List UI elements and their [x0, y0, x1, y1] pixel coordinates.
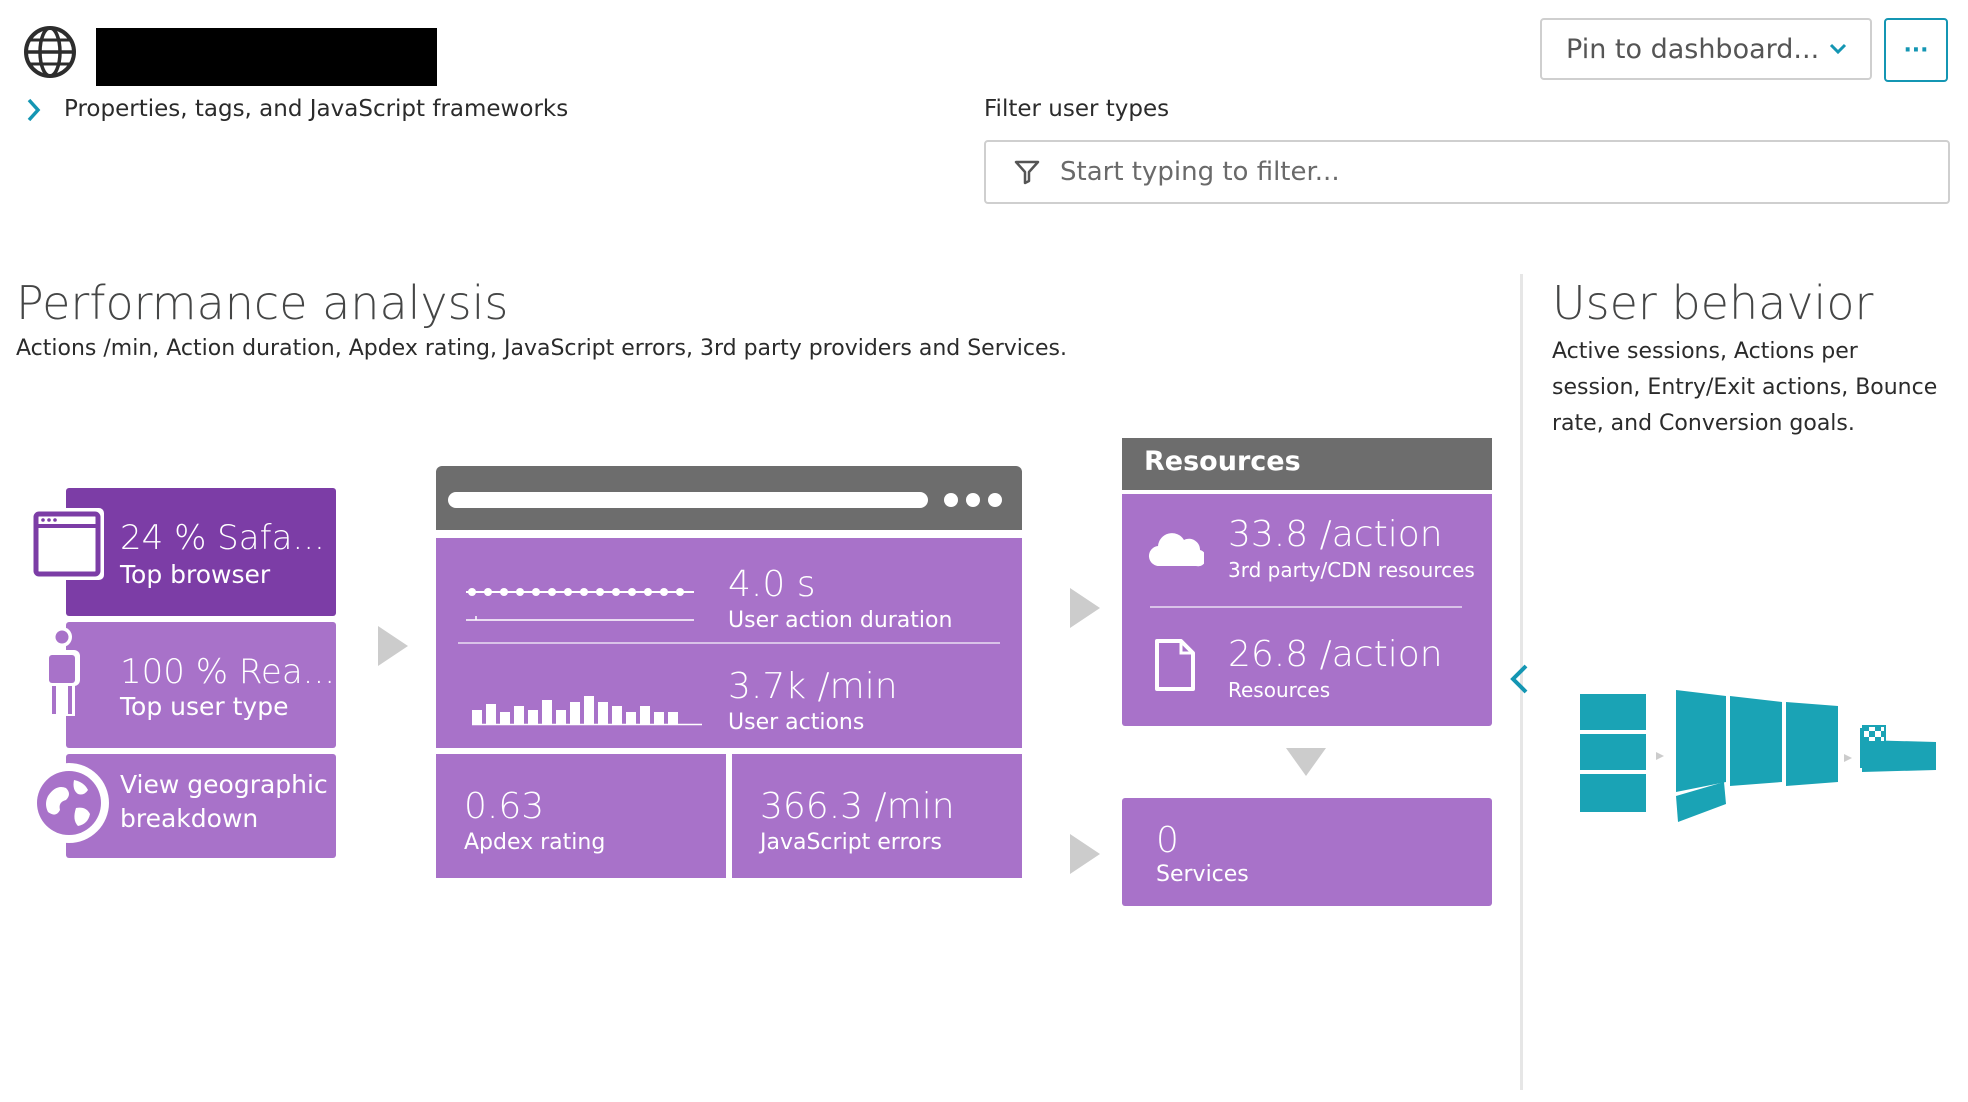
js-errors-value: 366.3 /min	[760, 786, 955, 827]
chevron-down-icon	[1829, 43, 1847, 55]
flow-arrow-3	[1070, 834, 1100, 874]
pin-to-dashboard-dropdown[interactable]: Pin to dashboard...	[1540, 18, 1872, 80]
panel-separator	[458, 642, 1000, 644]
top-browser-tile[interactable]: 24 % Safa... Top browser	[66, 488, 336, 616]
user-behavior-funnel-graphic[interactable]	[1576, 682, 1942, 832]
browser-url-bar	[448, 492, 928, 508]
browser-dot	[988, 493, 1002, 507]
checkered-flag-icon	[1860, 725, 1886, 768]
top-user-type-value: 100 % Rea...	[120, 652, 336, 692]
redacted-app-name	[96, 28, 437, 86]
document-icon	[1155, 639, 1195, 691]
user-actions-label: User actions	[728, 710, 865, 735]
services-value: 0	[1156, 820, 1179, 861]
more-options-label: ···	[1903, 37, 1929, 63]
filter-input[interactable]	[1058, 156, 1948, 188]
top-browser-label: Top browser	[120, 560, 271, 589]
flow-arrow-1	[378, 626, 408, 666]
third-party-label: 3rd party/CDN resources	[1228, 558, 1475, 582]
javascript-errors-tile[interactable]: 366.3 /min JavaScript errors	[732, 754, 1022, 878]
resources-header: Resources	[1122, 438, 1492, 490]
world-globe-icon	[29, 763, 109, 843]
filter-user-types-label: Filter user types	[984, 96, 1170, 122]
services-label: Services	[1156, 862, 1249, 887]
resources-separator	[1150, 606, 1462, 608]
more-options-button[interactable]: ···	[1884, 18, 1948, 82]
chevron-right-icon[interactable]	[24, 96, 44, 124]
duration-sparkline	[466, 588, 694, 621]
services-tile[interactable]: 0 Services	[1122, 798, 1492, 906]
top-user-type-label: Top user type	[120, 692, 289, 721]
apdex-label: Apdex rating	[464, 830, 606, 855]
user-behavior-description: Active sessions, Actions per session, En…	[1552, 339, 1938, 436]
action-duration-label: User action duration	[728, 608, 953, 633]
js-errors-label: JavaScript errors	[760, 830, 942, 855]
action-duration-value: 4.0 s	[728, 564, 816, 605]
geo-line-2: breakdown	[120, 804, 259, 833]
browser-window-icon	[30, 508, 104, 580]
top-user-type-tile[interactable]: 100 % Rea... Top user type	[66, 622, 336, 748]
filter-icon	[1014, 160, 1040, 185]
geographic-breakdown-tile[interactable]: View geographic breakdown	[66, 754, 336, 858]
flow-arrow-down	[1286, 748, 1326, 776]
top-browser-value: 24 % Safa...	[120, 518, 325, 558]
performance-analysis-title: Performance analysis	[16, 276, 509, 330]
browser-dot	[944, 493, 958, 507]
resources-value: 26.8 /action	[1228, 634, 1443, 675]
browser-dot	[966, 493, 980, 507]
cloud-icon	[1149, 533, 1204, 567]
globe-icon	[24, 26, 76, 78]
filter-user-types-field[interactable]	[984, 140, 1950, 204]
geo-line-1: View geographic	[120, 770, 328, 799]
person-icon	[44, 627, 80, 716]
apdex-tile[interactable]: 0.63 Apdex rating	[436, 754, 726, 878]
section-divider	[1520, 274, 1523, 1090]
user-behavior-title: User behavior	[1552, 276, 1874, 330]
pin-to-dashboard-label: Pin to dashboard...	[1566, 33, 1820, 65]
resources-label: Resources	[1228, 678, 1331, 702]
resources-panel[interactable]: 33.8 /action 3rd party/CDN resources 26.…	[1122, 494, 1492, 726]
actions-histogram	[472, 696, 702, 726]
apdex-value: 0.63	[464, 786, 545, 827]
collapse-chevron-icon[interactable]	[1504, 662, 1534, 696]
performance-analysis-description: Actions /min, Action duration, Apdex rat…	[16, 336, 1067, 361]
third-party-value: 33.8 /action	[1228, 514, 1443, 555]
properties-toggle[interactable]: Properties, tags, and JavaScript framewo…	[64, 96, 569, 122]
user-actions-value: 3.7k /min	[728, 666, 898, 707]
flow-arrow-2	[1070, 588, 1100, 628]
